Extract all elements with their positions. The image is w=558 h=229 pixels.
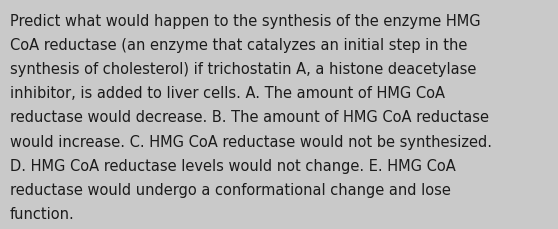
Text: Predict what would happen to the synthesis of the enzyme HMG: Predict what would happen to the synthes…: [10, 14, 480, 29]
Text: function.: function.: [10, 206, 75, 221]
Text: reductase would undergo a conformational change and lose: reductase would undergo a conformational…: [10, 182, 451, 197]
Text: D. HMG CoA reductase levels would not change. E. HMG CoA: D. HMG CoA reductase levels would not ch…: [10, 158, 456, 173]
Text: would increase. C. HMG CoA reductase would not be synthesized.: would increase. C. HMG CoA reductase wou…: [10, 134, 492, 149]
Text: CoA reductase (an enzyme that catalyzes an initial step in the: CoA reductase (an enzyme that catalyzes …: [10, 38, 468, 53]
Text: synthesis of cholesterol) if trichostatin A, a histone deacetylase: synthesis of cholesterol) if trichostati…: [10, 62, 477, 77]
Text: reductase would decrease. B. The amount of HMG CoA reductase: reductase would decrease. B. The amount …: [10, 110, 489, 125]
Text: inhibitor, is added to liver cells. A. The amount of HMG CoA: inhibitor, is added to liver cells. A. T…: [10, 86, 445, 101]
